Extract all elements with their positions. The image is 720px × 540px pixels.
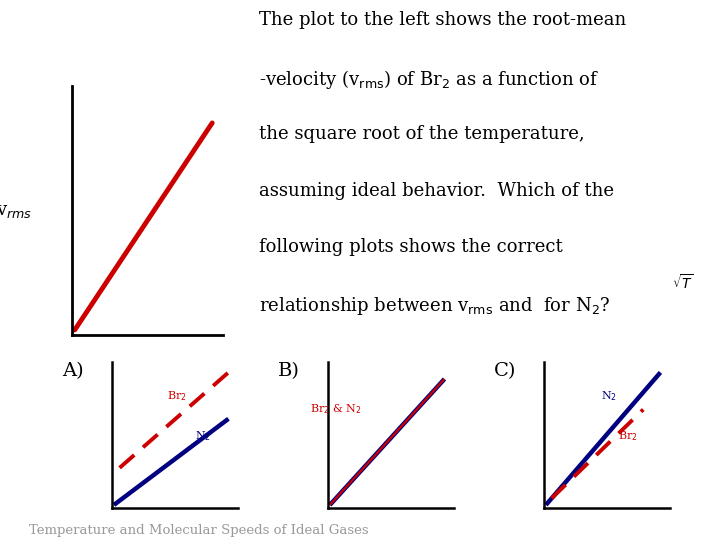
- Text: $\sqrt{T}$: $\sqrt{T}$: [132, 380, 163, 407]
- Text: N$_2$: N$_2$: [601, 389, 617, 403]
- Text: Temperature and Molecular Speeds of Ideal Gases: Temperature and Molecular Speeds of Idea…: [29, 524, 369, 537]
- Text: $\sqrt{T}$: $\sqrt{T}$: [672, 273, 694, 292]
- Text: The plot to the left shows the root-mean: The plot to the left shows the root-mean: [259, 11, 626, 29]
- Text: A): A): [62, 362, 84, 380]
- Text: B): B): [278, 362, 300, 380]
- Text: Br$_2$: Br$_2$: [618, 429, 638, 443]
- Text: Br$_2$: Br$_2$: [167, 389, 186, 403]
- Text: N$_2$: N$_2$: [195, 429, 211, 443]
- Text: -velocity (v$_{\mathrm{rms}}$) of Br$_2$ as a function of: -velocity (v$_{\mathrm{rms}}$) of Br$_2$…: [259, 68, 600, 91]
- Text: assuming ideal behavior.  Which of the: assuming ideal behavior. Which of the: [259, 181, 614, 200]
- Text: relationship between v$_{\mathrm{rms}}$ and  for N$_2$?: relationship between v$_{\mathrm{rms}}$ …: [259, 295, 611, 318]
- Text: the square root of the temperature,: the square root of the temperature,: [259, 125, 585, 143]
- Text: v$_{rms}$: v$_{rms}$: [0, 201, 32, 220]
- Text: C): C): [493, 362, 516, 380]
- Text: Br$_2$ & N$_2$: Br$_2$ & N$_2$: [310, 403, 361, 416]
- Text: following plots shows the correct: following plots shows the correct: [259, 239, 563, 256]
